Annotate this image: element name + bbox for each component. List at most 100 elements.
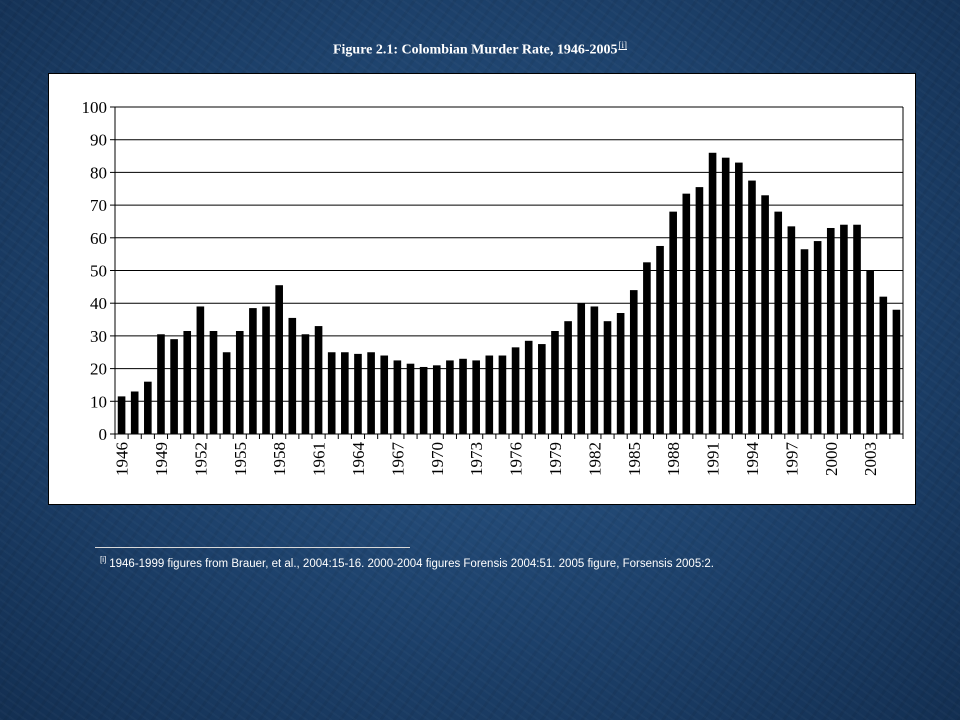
x-tick-label: 1958 bbox=[270, 442, 289, 476]
bar-1977 bbox=[524, 340, 533, 434]
y-tick-label: 20 bbox=[90, 360, 107, 379]
bar-1982 bbox=[590, 306, 599, 434]
bar-1952 bbox=[196, 306, 205, 434]
y-tick-label: 80 bbox=[90, 163, 107, 182]
x-tick-label: 1970 bbox=[428, 442, 447, 476]
bar-1961 bbox=[314, 326, 323, 434]
bar-1949 bbox=[157, 334, 165, 434]
bar-1955 bbox=[235, 330, 244, 434]
bar-1979 bbox=[551, 330, 559, 434]
y-tick-label: 50 bbox=[90, 262, 107, 281]
footnote-divider bbox=[95, 547, 410, 548]
bar-1998 bbox=[800, 249, 809, 434]
x-tick-label: 1964 bbox=[349, 442, 368, 477]
bar-1985 bbox=[629, 290, 638, 434]
y-tick-label: 70 bbox=[90, 196, 107, 215]
bar-1989 bbox=[682, 193, 691, 434]
bar-1973 bbox=[472, 360, 480, 434]
x-tick-label: 1973 bbox=[467, 442, 486, 476]
bar-chart: 0 10 20 30 40 50 60 70 80 90 100 1946 1949 1952 1955 19… bbox=[82, 98, 904, 477]
bar-1964 bbox=[354, 353, 362, 434]
bar-1966 bbox=[380, 355, 389, 434]
bar-1948 bbox=[144, 381, 152, 434]
bar-2000 bbox=[826, 227, 835, 434]
bar-1963 bbox=[341, 352, 349, 434]
bar-1962 bbox=[327, 352, 336, 434]
x-tick-label: 1946 bbox=[113, 442, 132, 476]
bar-1991 bbox=[708, 152, 717, 434]
bar-1971 bbox=[446, 360, 454, 434]
bar-1967 bbox=[393, 360, 402, 434]
bar-1999 bbox=[813, 241, 822, 434]
bar-1965 bbox=[367, 352, 375, 434]
x-tick-label: 1991 bbox=[704, 442, 723, 476]
y-tick-label: 40 bbox=[90, 294, 107, 313]
figure-title-text: Figure 2.1: Colombian Murder Rate, 1946-… bbox=[332, 42, 618, 58]
bar-1992 bbox=[721, 157, 730, 434]
bar-1981 bbox=[577, 303, 586, 434]
bar-1986 bbox=[643, 262, 651, 434]
bar-2003 bbox=[866, 270, 874, 434]
x-tick-label: 1967 bbox=[388, 442, 407, 477]
y-tick-label: 30 bbox=[90, 327, 107, 346]
bar-1993 bbox=[735, 162, 743, 434]
bar-1970 bbox=[432, 365, 441, 434]
x-tick-label: 1955 bbox=[231, 442, 250, 476]
footnote: [i] 1946-1999 figures from Brauer, et al.… bbox=[100, 555, 714, 570]
bar-1950 bbox=[170, 339, 178, 434]
x-tick-label: 1985 bbox=[625, 442, 644, 476]
x-tick-label: 2000 bbox=[822, 442, 841, 476]
bar-1958 bbox=[275, 285, 283, 434]
bar-2001 bbox=[840, 224, 848, 434]
y-tick-label: 0 bbox=[99, 425, 108, 444]
bar-1994 bbox=[748, 180, 756, 434]
footnote-text: 1946-1999 figures from Brauer, et al., 2… bbox=[109, 557, 715, 570]
x-tick-label: 1982 bbox=[585, 442, 604, 476]
x-tick-label: 1979 bbox=[546, 442, 565, 476]
bar-1956 bbox=[249, 308, 257, 434]
bar-1997 bbox=[787, 226, 796, 434]
bar-1959 bbox=[288, 317, 297, 434]
bar-1983 bbox=[603, 321, 612, 434]
chart-frame: 0 10 20 30 40 50 60 70 80 90 100 1946 1949 1952 1955 19… bbox=[48, 73, 916, 505]
bar-1984 bbox=[616, 313, 625, 434]
bar-1995 bbox=[761, 195, 769, 434]
bar-1954 bbox=[222, 352, 231, 434]
x-tick-label: 2003 bbox=[861, 442, 880, 476]
bar-1953 bbox=[209, 330, 218, 434]
bar-2005 bbox=[892, 309, 901, 434]
y-tick-label: 60 bbox=[90, 229, 107, 248]
bar-2002 bbox=[853, 224, 861, 434]
x-tick-label: 1952 bbox=[191, 442, 210, 476]
bar-1987 bbox=[656, 245, 664, 434]
y-tick-label: 10 bbox=[90, 392, 107, 411]
y-tick-label: 100 bbox=[82, 98, 108, 117]
figure-title-footnote-link[interactable]: [i] bbox=[618, 40, 628, 50]
x-tick-label: 1949 bbox=[152, 442, 171, 476]
bar-1976 bbox=[511, 347, 520, 434]
bar-1975 bbox=[498, 355, 507, 434]
y-tick-label: 90 bbox=[90, 131, 107, 150]
figure-title: Figure 2.1: Colombian Murder Rate, 1946-… bbox=[0, 40, 960, 59]
x-tick-label: 1961 bbox=[310, 442, 329, 476]
bar-1969 bbox=[419, 366, 428, 434]
bar-1968 bbox=[406, 363, 415, 434]
footnote-ref-link[interactable]: [i] bbox=[100, 555, 107, 564]
x-tick-label: 1994 bbox=[743, 442, 762, 477]
bar-1978 bbox=[538, 344, 546, 434]
bar-1990 bbox=[695, 187, 704, 434]
bar-1996 bbox=[774, 211, 783, 434]
bar-1988 bbox=[669, 211, 677, 434]
bar-1960 bbox=[301, 334, 310, 434]
x-tick-label: 1976 bbox=[507, 442, 526, 476]
x-tick-label: 1988 bbox=[664, 442, 683, 476]
bar-1951 bbox=[183, 330, 192, 434]
bar-1974 bbox=[485, 355, 494, 434]
bar-1972 bbox=[459, 358, 467, 434]
bar-1980 bbox=[564, 321, 572, 434]
bar-2004 bbox=[879, 296, 888, 434]
bar-1947 bbox=[130, 391, 139, 434]
x-tick-label: 1997 bbox=[782, 442, 801, 477]
bar-1946 bbox=[117, 396, 126, 434]
bar-1957 bbox=[262, 306, 270, 434]
